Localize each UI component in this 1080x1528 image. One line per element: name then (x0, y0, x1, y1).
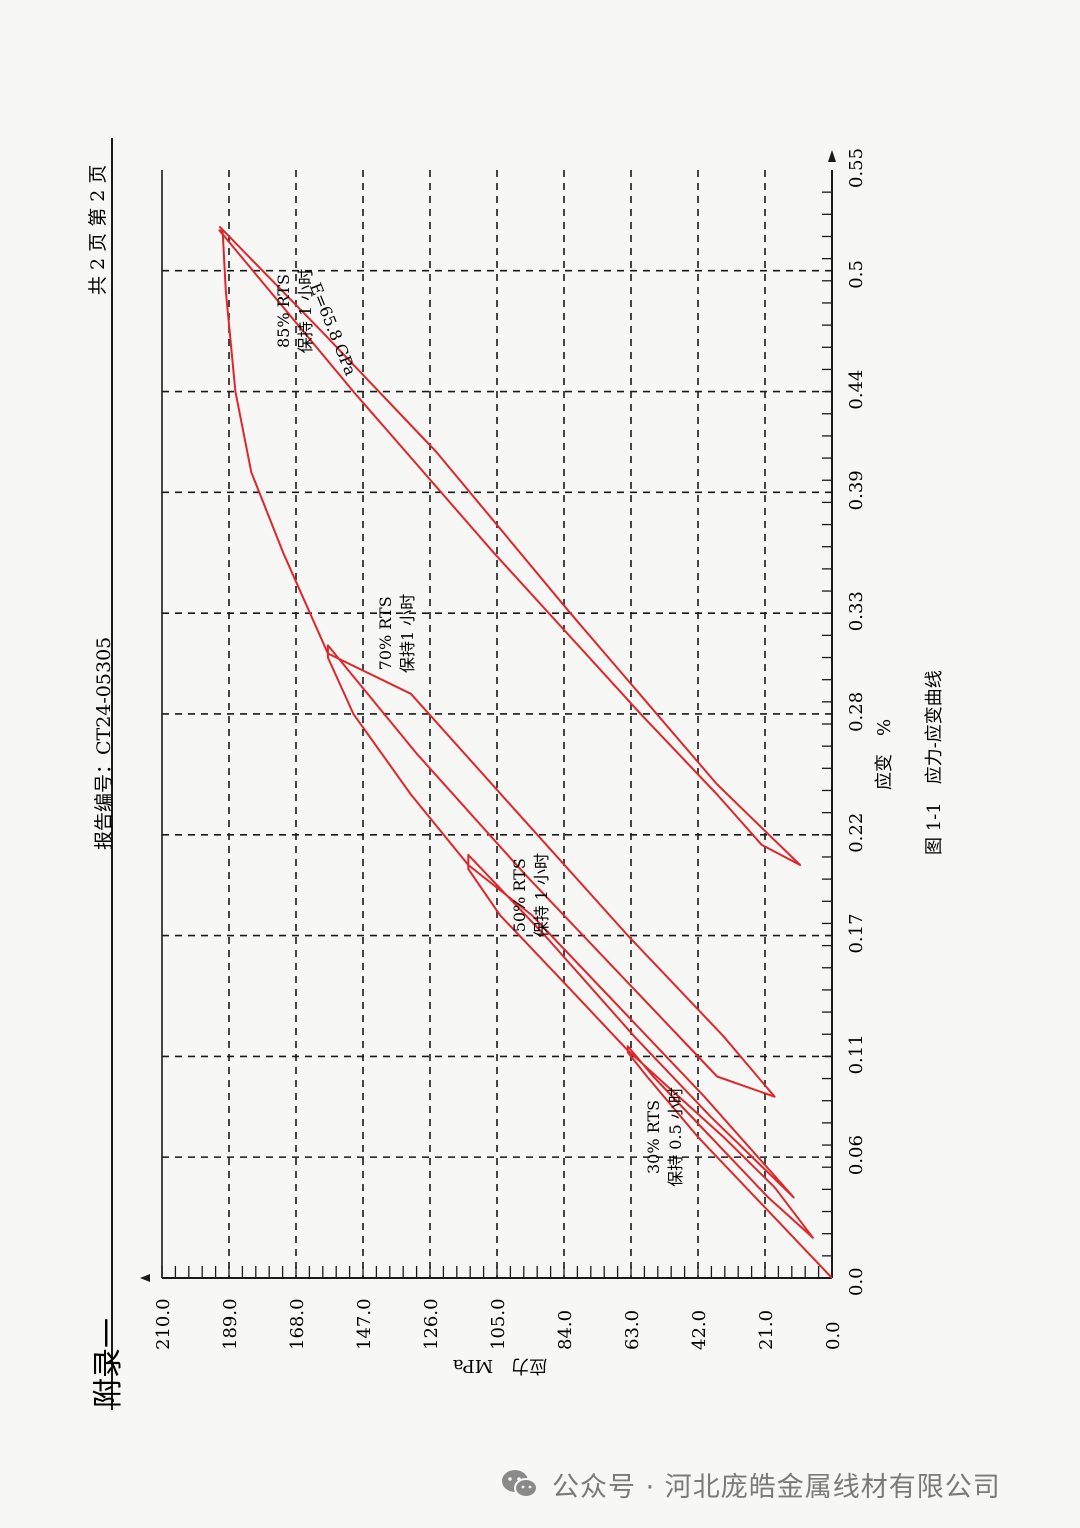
y-tick-label: 21.0 (756, 1310, 777, 1350)
series-line (218, 225, 802, 866)
y-tick-label: 84.0 (555, 1310, 576, 1350)
annotation-label: 30% RTS (644, 1100, 663, 1174)
y-tick-label: 168.0 (287, 1298, 308, 1350)
footer-text: 公众号 · 河北庞皓金属线材有限公司 (552, 1471, 1001, 1503)
x-axis-label: 应变 % (874, 719, 895, 790)
x-tick-label: 0.0 (846, 1267, 867, 1296)
series-line (626, 1045, 833, 1279)
y-tick-label: 105.0 (488, 1298, 509, 1350)
annotation-label: 保持 1 小时 (296, 269, 315, 353)
stress-strain-chart: 0.0 21.0 42.0 63.0 84.0 105.0 126.0 147.0 168.0 1… (140, 148, 895, 1376)
wechat-icon (502, 1470, 538, 1498)
strain-axis-arrow (828, 150, 836, 162)
x-tick-label: 0.06 (846, 1135, 867, 1175)
x-tick-label: 0.44 (846, 370, 867, 410)
chart-series (218, 225, 833, 1279)
stress-axis-arrow (140, 1274, 150, 1282)
page-count: 共 2 页 第 2 页 (87, 165, 109, 295)
x-tick-label: 0.39 (846, 470, 867, 510)
annotation-label: 85% RTS (274, 274, 293, 348)
x-tick-label: 0.22 (846, 813, 867, 853)
y-tick-label: 126.0 (421, 1298, 442, 1350)
annotation-label: 保持1 小时 (398, 594, 417, 673)
x-tick-label: 0.28 (846, 692, 867, 732)
annotation-label: 保持 1 小时 (532, 853, 551, 937)
y-tick-label: 42.0 (689, 1310, 710, 1350)
y-tick-label: 0.0 (823, 1321, 844, 1350)
footer-banner: 公众号 · 河北庞皓金属线材有限公司 (500, 1462, 1060, 1506)
x-tick-label: 0.11 (846, 1034, 867, 1074)
chart-axes (140, 150, 836, 1282)
series-line (467, 853, 795, 1199)
x-tick-label: 0.55 (846, 148, 867, 188)
annotation-label: 50% RTS (510, 858, 529, 932)
y-axis-label: 应力 MPa (453, 1355, 548, 1376)
y-tick-label: 210.0 (153, 1298, 174, 1350)
figure-caption: 图 1-1 应力-应变曲线 (924, 670, 945, 855)
chart-ticks: 0.0 21.0 42.0 63.0 84.0 105.0 126.0 147.0 168.0 1… (153, 148, 867, 1350)
page-frame: 附录一 报告编号：CT24-05305 共 2 页 第 2 页 图 1-1 应力… (87, 138, 945, 1410)
x-tick-label: 0.5 (846, 260, 867, 289)
y-tick-label: 63.0 (622, 1310, 643, 1350)
annotation-label: 70% RTS (376, 596, 395, 670)
report-number: 报告编号：CT24-05305 (93, 637, 115, 850)
chart-grid (162, 170, 832, 1278)
x-tick-label: 0.17 (846, 913, 867, 953)
series-line (326, 644, 776, 1098)
x-tick-label: 0.33 (846, 591, 867, 631)
y-tick-label: 189.0 (220, 1298, 241, 1350)
appendix-label: 附录一 (91, 1318, 126, 1408)
annotation-label: 保持 0.5 小时 (666, 1087, 685, 1187)
y-tick-label: 147.0 (354, 1298, 375, 1350)
